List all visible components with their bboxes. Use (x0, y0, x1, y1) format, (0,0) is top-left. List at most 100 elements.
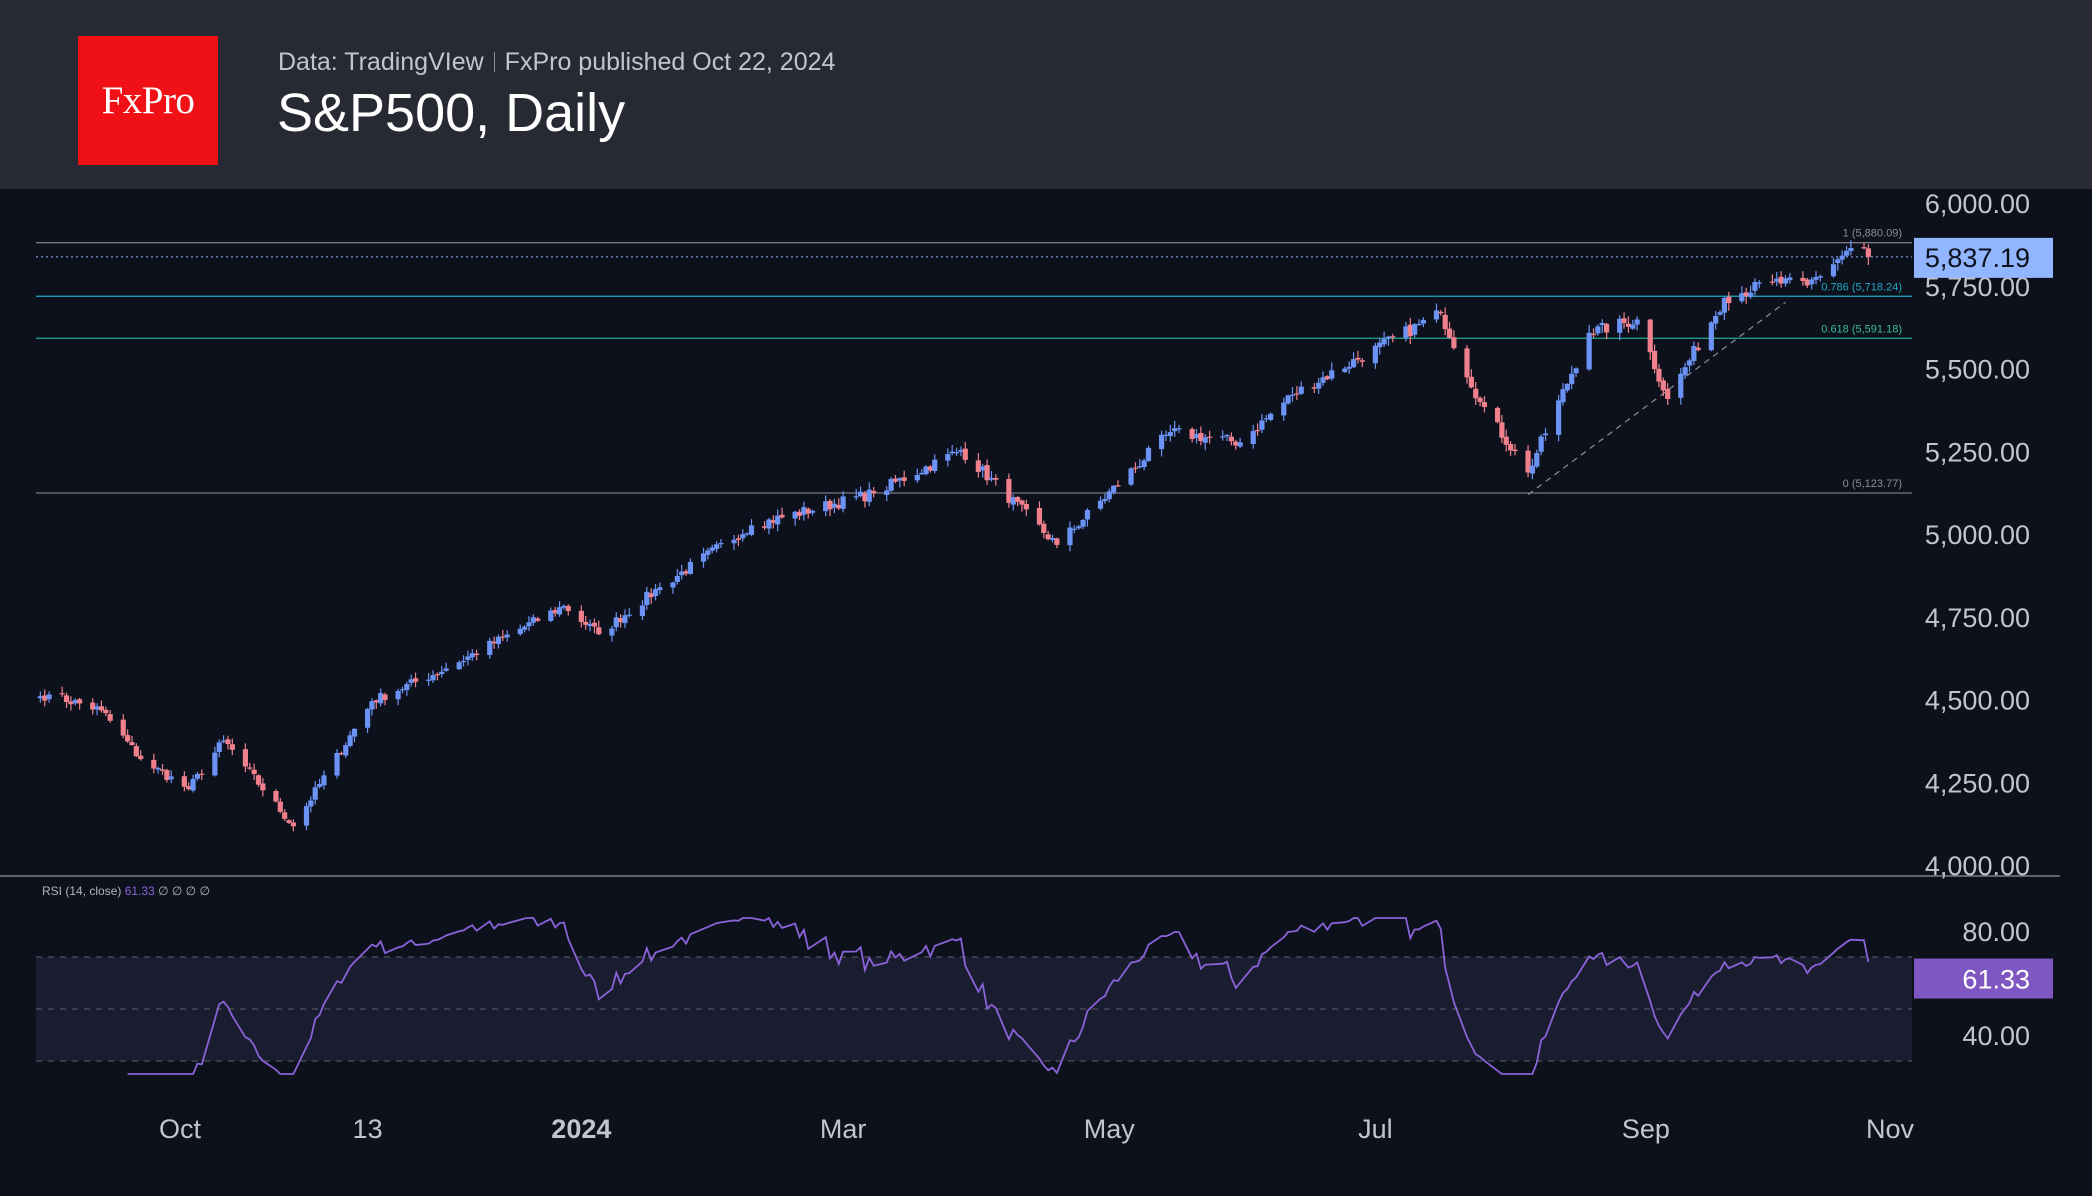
candle[interactable] (316, 778, 323, 789)
candle[interactable] (1499, 415, 1505, 444)
candle[interactable] (434, 672, 440, 681)
candle[interactable] (1809, 276, 1815, 290)
candle[interactable] (500, 629, 506, 641)
candle[interactable] (190, 774, 196, 793)
candle[interactable] (412, 672, 419, 688)
candle[interactable] (1630, 319, 1636, 330)
candle[interactable] (766, 517, 772, 535)
candle[interactable] (596, 620, 602, 636)
candle[interactable] (731, 535, 737, 550)
candle[interactable] (456, 660, 462, 671)
candle[interactable] (1542, 427, 1549, 442)
candle[interactable] (1599, 319, 1605, 334)
candle[interactable] (1111, 484, 1117, 495)
candle[interactable] (1538, 434, 1544, 455)
candle[interactable] (199, 769, 205, 780)
candle[interactable] (133, 743, 139, 758)
candle[interactable] (273, 789, 279, 803)
candle[interactable] (1473, 381, 1479, 405)
candle[interactable] (439, 666, 445, 678)
candle[interactable] (626, 607, 632, 618)
candle[interactable] (578, 605, 584, 628)
candle[interactable] (1206, 430, 1213, 444)
candle[interactable] (138, 749, 144, 761)
candle[interactable] (98, 700, 105, 713)
candle[interactable] (718, 539, 724, 549)
candle[interactable] (914, 468, 920, 483)
candle[interactable] (1721, 296, 1727, 321)
candle[interactable] (181, 771, 187, 792)
candle[interactable] (212, 746, 218, 777)
candle[interactable] (1159, 430, 1165, 457)
candle[interactable] (1054, 537, 1060, 549)
candle[interactable] (1569, 365, 1575, 390)
candle[interactable] (1132, 462, 1139, 474)
candle[interactable] (1067, 521, 1073, 552)
candle[interactable] (1438, 309, 1444, 316)
candle[interactable] (522, 625, 528, 633)
candle[interactable] (1342, 366, 1348, 373)
candle[interactable] (351, 728, 358, 743)
candle[interactable] (1412, 323, 1418, 338)
candle[interactable] (1237, 437, 1243, 448)
candle[interactable] (866, 482, 872, 507)
candle[interactable] (1656, 364, 1662, 388)
candle[interactable] (792, 510, 798, 526)
candle[interactable] (1137, 458, 1143, 469)
candle[interactable] (1128, 467, 1134, 487)
candle[interactable] (1189, 427, 1195, 443)
candle[interactable] (1202, 434, 1208, 451)
candle[interactable] (1774, 271, 1780, 287)
candle[interactable] (260, 777, 266, 797)
candle[interactable] (1294, 386, 1300, 400)
candle[interactable] (120, 714, 126, 739)
candle[interactable] (1115, 480, 1121, 487)
candle[interactable] (1477, 396, 1483, 407)
candle[interactable] (526, 616, 532, 631)
candle[interactable] (1817, 274, 1823, 282)
candle[interactable] (59, 686, 65, 697)
candle[interactable] (1263, 414, 1269, 423)
candle[interactable] (125, 729, 131, 743)
candle[interactable] (1433, 303, 1440, 323)
candle[interactable] (530, 614, 536, 626)
candle[interactable] (975, 453, 981, 478)
candle[interactable] (443, 662, 449, 672)
candle[interactable] (561, 604, 567, 610)
candle[interactable] (1442, 307, 1448, 336)
candle[interactable] (1586, 324, 1592, 371)
candle[interactable] (613, 612, 619, 632)
candle[interactable] (552, 606, 558, 617)
candle[interactable] (919, 469, 925, 476)
candle[interactable] (1250, 424, 1256, 449)
candle[interactable] (129, 736, 135, 746)
candle[interactable] (321, 770, 327, 790)
candle[interactable] (770, 515, 776, 529)
candle[interactable] (801, 501, 807, 521)
candle[interactable] (1739, 286, 1745, 304)
candle[interactable] (683, 569, 689, 576)
candle[interactable] (1590, 328, 1597, 338)
candle[interactable] (1843, 245, 1850, 257)
candle[interactable] (1481, 396, 1488, 413)
candle[interactable] (945, 448, 951, 467)
candle[interactable] (1228, 432, 1235, 446)
candle[interactable] (583, 615, 589, 630)
candle[interactable] (1451, 330, 1457, 350)
candle[interactable] (1651, 344, 1658, 374)
candle[interactable] (1285, 394, 1291, 405)
candle[interactable] (923, 465, 929, 476)
price-candles[interactable] (37, 240, 1871, 832)
candle[interactable] (338, 751, 344, 756)
candle[interactable] (962, 442, 968, 464)
candle[interactable] (364, 707, 371, 733)
candle[interactable] (42, 689, 48, 707)
candle[interactable] (888, 476, 894, 492)
candle[interactable] (1752, 278, 1758, 296)
candle[interactable] (674, 569, 680, 585)
candle[interactable] (1647, 318, 1653, 360)
candle[interactable] (1678, 368, 1684, 405)
candle[interactable] (1769, 274, 1775, 286)
candle[interactable] (840, 491, 846, 513)
candle[interactable] (1865, 244, 1871, 266)
